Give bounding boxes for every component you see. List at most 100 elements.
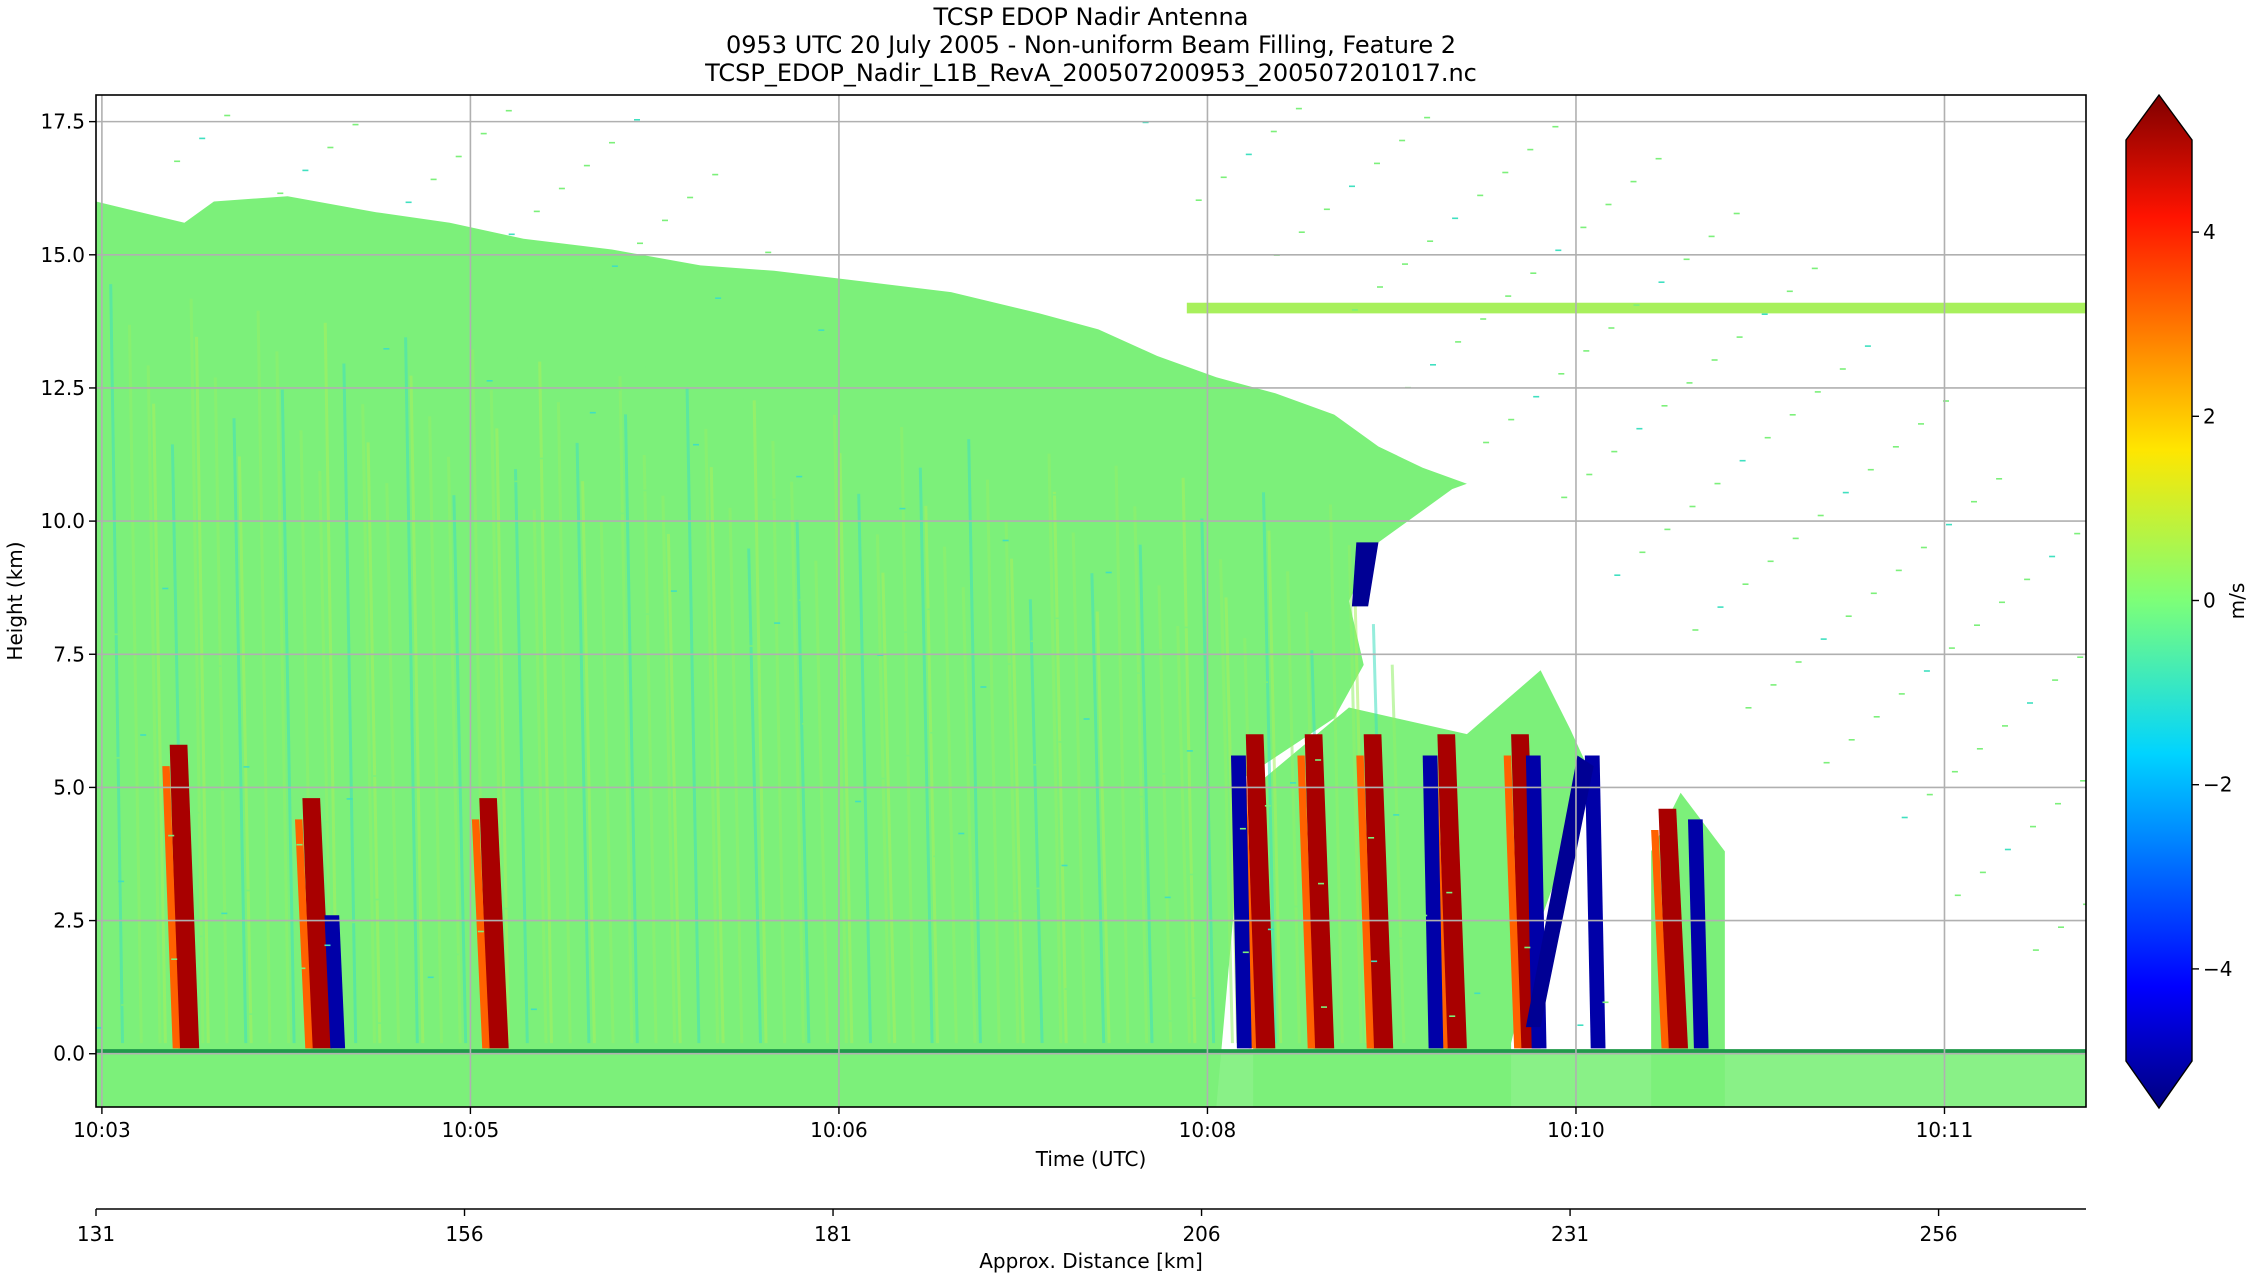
noise-speckle (1002, 539, 1009, 542)
noise-speckle (1745, 707, 1752, 709)
noise-speckle (1323, 208, 1330, 211)
noise-speckle (1926, 793, 1933, 796)
noise-speckle (1105, 571, 1112, 574)
noise-speckle (1870, 592, 1877, 595)
noise-speckle (433, 302, 440, 304)
noise-speckle (1114, 942, 1121, 944)
noise-speckle (662, 219, 668, 222)
noise-speckle (2032, 949, 2039, 951)
noise-speckle (274, 990, 281, 992)
noise-speckle (880, 777, 887, 780)
noise-speckle (1264, 805, 1271, 807)
noise-speckle (843, 306, 850, 309)
noise-speckle (1786, 290, 1793, 293)
echo-texture-streak (195, 336, 210, 1044)
noise-speckle (1689, 505, 1696, 508)
noise-speckle (377, 1022, 384, 1024)
colorbar-tick-label: 0 (2203, 589, 2216, 613)
noise-speckle (486, 380, 493, 382)
x-tick-label: 10:08 (1179, 1118, 1237, 1142)
echo-texture-streak (624, 414, 639, 1044)
noise-speckle (2077, 656, 2084, 658)
noise-speckle (1814, 391, 1821, 393)
noise-speckle (430, 178, 437, 181)
noise-speckle (299, 967, 306, 970)
noise-speckle (427, 976, 434, 979)
updraft-edge (1297, 755, 1316, 1049)
noise-speckle (1061, 864, 1068, 867)
noise-speckle (165, 711, 172, 713)
echo-texture-streak (1347, 545, 1363, 1044)
noise-speckle (1555, 249, 1562, 252)
noise-speckle (1270, 130, 1277, 133)
noise-speckle (1630, 180, 1637, 183)
noise-speckle (2030, 825, 2036, 828)
noise-speckle (1811, 267, 1818, 270)
noise-speckle (852, 677, 859, 679)
echo-texture-streak (967, 439, 982, 1044)
velocity-field (96, 107, 2086, 1107)
noise-speckle (1948, 647, 1955, 649)
noise-speckle (146, 981, 153, 983)
noise-speckle (1639, 551, 1646, 554)
echo-texture-streak (538, 361, 553, 1044)
noise-speckle (637, 242, 643, 245)
echo-texture-streak (237, 456, 253, 1044)
echo-texture-streak (404, 337, 419, 1044)
noise-speckle (1979, 871, 1986, 874)
echo-texture-streak (1329, 504, 1344, 1044)
noise-speckle (2027, 702, 2033, 704)
noise-speckle (296, 843, 303, 846)
noise-speckle (1524, 946, 1531, 949)
echo-texture-streak (1138, 544, 1154, 1044)
noise-speckle (592, 535, 599, 538)
noise-speckle (824, 576, 831, 579)
noise-speckle (1267, 928, 1274, 931)
noise-speckle (1867, 468, 1874, 471)
noise-speckle (477, 930, 484, 933)
echo-texture-streak (189, 298, 205, 1044)
x-tick-label: 10:11 (1916, 1118, 1974, 1142)
noise-speckle (1795, 661, 1802, 663)
colorbar-body (2125, 93, 2193, 1110)
noise-speckle (958, 832, 965, 835)
noise-speckle (2074, 532, 2081, 535)
chart-title-line-3: TCSP_EDOP_Nadir_L1B_RevA_200507200953_20… (704, 59, 1477, 87)
echo-texture-streak (152, 403, 167, 1044)
noise-speckle (1864, 345, 1871, 347)
noise-speckle (1502, 171, 1509, 174)
noise-speckle (665, 343, 671, 345)
noise-speckle (1820, 638, 1827, 640)
noise-speckle (511, 357, 518, 359)
noise-speckle (302, 169, 309, 172)
noise-speckle (536, 334, 543, 336)
noise-speckle (1770, 684, 1777, 686)
echo-texture-streak (128, 324, 143, 1044)
noise-speckle (1655, 157, 1662, 160)
noise-speckle (1036, 887, 1043, 890)
noise-speckle (112, 633, 119, 636)
noise-speckle (874, 530, 881, 533)
noise-speckle (1892, 446, 1899, 448)
noise-speckle (461, 402, 468, 405)
noise-speckle (955, 709, 962, 711)
echo-texture-streak (1390, 664, 1406, 1044)
noise-speckle (1480, 318, 1487, 320)
noise-speckle (952, 585, 959, 588)
noise-speckle (724, 668, 730, 670)
noise-speckle (327, 146, 334, 149)
chart-title-line-2: 0953 UTC 20 July 2005 - Non-uniform Beam… (726, 31, 1456, 59)
noise-speckle (774, 622, 781, 624)
noise-speckle (1030, 640, 1037, 642)
noise-speckle (1343, 859, 1350, 862)
noise-speckle (1602, 1001, 1609, 1004)
noise-speckle (1290, 782, 1296, 784)
noise-speckle (1080, 594, 1087, 597)
noise-speckle (855, 800, 862, 803)
noise-speckle (1111, 818, 1118, 821)
noise-speckle (346, 798, 353, 800)
noise-speckle (1561, 496, 1568, 499)
surface-band (96, 1053, 2086, 1107)
noise-speckle (1192, 997, 1199, 999)
noise-speckle (143, 857, 150, 860)
